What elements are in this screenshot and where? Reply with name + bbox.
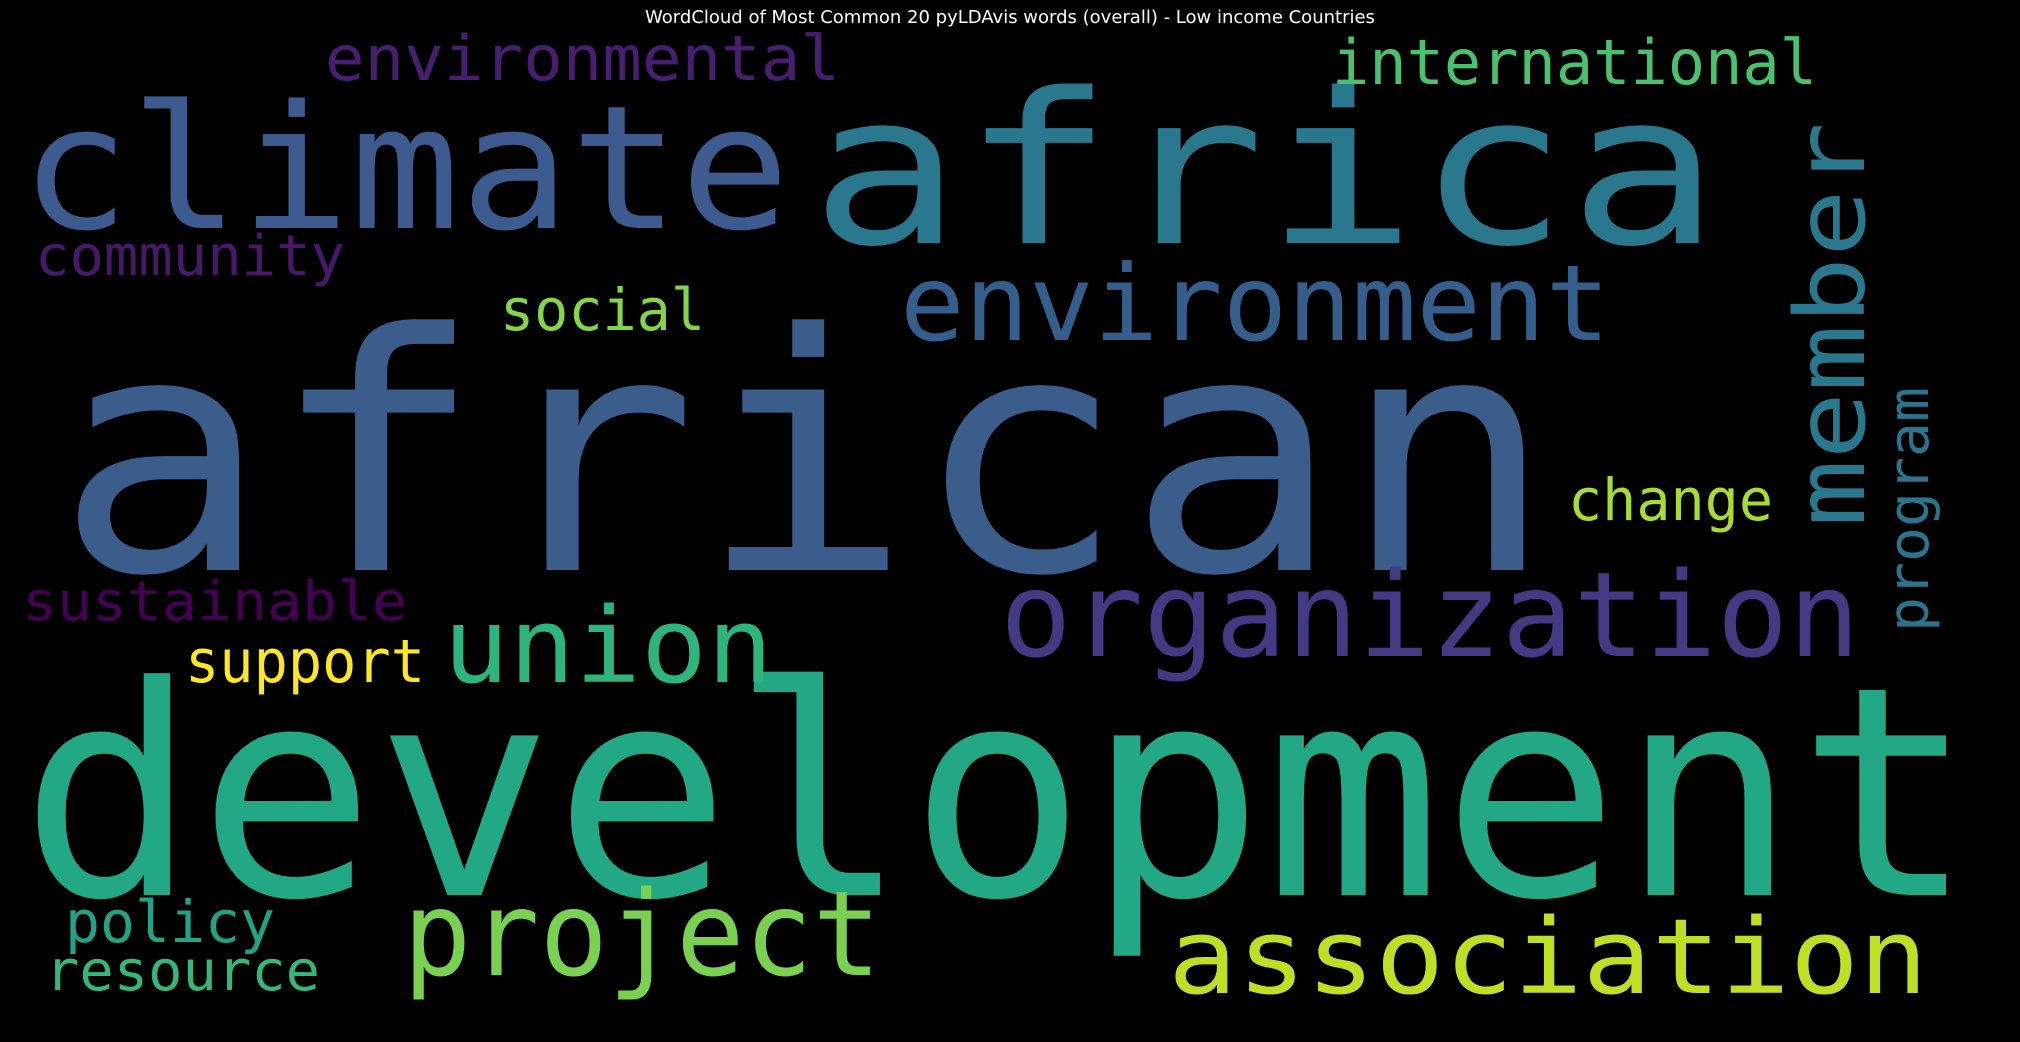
word-international: international <box>1332 26 1817 99</box>
word-change: change <box>1568 466 1773 534</box>
word-policy: policy <box>65 888 275 956</box>
word-social: social <box>500 276 705 344</box>
word-resource: resource <box>45 939 320 1004</box>
word-union: union <box>443 585 773 707</box>
word-project: project <box>403 865 881 1003</box>
word-african: african <box>55 264 1555 648</box>
word-climate: climate <box>20 68 790 269</box>
word-program: program <box>1877 387 1942 632</box>
word-sustainable: sustainable <box>22 570 407 633</box>
word-member: member <box>1775 122 1887 527</box>
chart-title: WordCloud of Most Common 20 pyLDAvis wor… <box>645 7 1375 28</box>
word-environment: environment <box>900 243 1610 365</box>
word-association: association <box>1168 896 1928 1018</box>
word-environmental: environmental <box>325 22 840 95</box>
word-organization: organization <box>1000 546 1860 684</box>
word-africa: africa <box>810 48 1720 293</box>
word-development: development <box>20 624 1975 964</box>
word-support: support <box>185 627 425 697</box>
word-community: community <box>35 224 345 289</box>
